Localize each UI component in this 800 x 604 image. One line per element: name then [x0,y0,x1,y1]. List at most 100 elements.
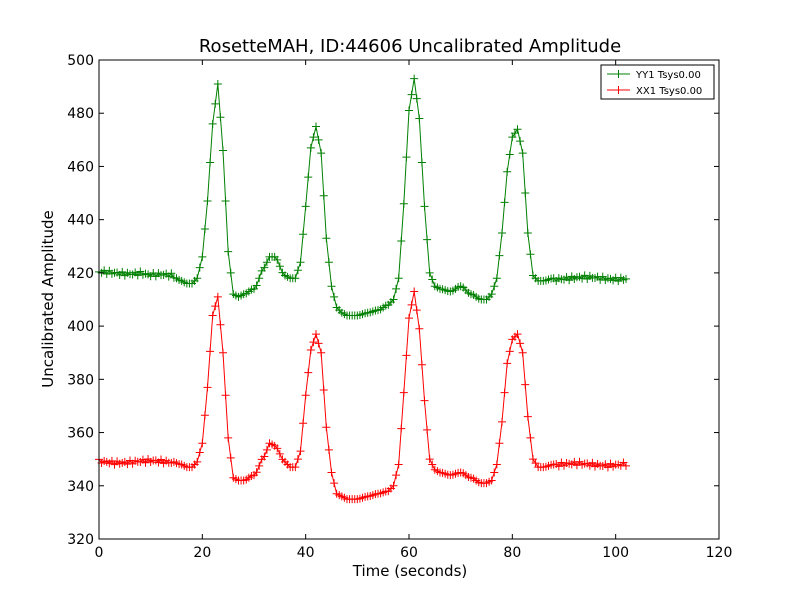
data-point-marker [397,236,406,245]
data-point-marker [407,90,416,99]
data-point-marker [523,412,532,421]
data-point-marker [420,396,429,405]
data-point-marker [216,113,225,122]
y-tick-label: 480 [67,106,94,122]
series-line-2 [98,291,627,500]
data-point-marker [397,424,406,433]
data-point-marker [219,146,227,155]
data-point-marker [275,262,284,271]
data-point-marker [521,189,530,198]
data-point-marker [224,247,233,256]
y-tick-label: 400 [67,319,94,335]
y-tick-label: 500 [67,53,94,69]
data-point-marker [296,258,305,267]
data-point-marker [203,383,212,392]
data-point-marker [500,198,509,207]
data-point-marker [399,388,408,397]
data-point-marker [291,274,300,283]
data-point-marker [293,455,302,464]
data-point-marker [423,425,432,434]
legend-marker-1 [614,70,623,78]
data-point-marker [255,461,264,470]
x-tick-label: 20 [193,545,211,561]
legend: YY1 Tsys0.00 XX1 Tsys0.00 [600,64,715,100]
tick-layer: 0 20 40 60 80 100 120 320 340 360 380 400 420 440 460 4… [67,53,732,561]
data-point-marker [213,292,222,301]
data-point-marker [208,119,217,128]
data-point-marker [301,391,310,400]
data-point-marker [312,122,320,131]
data-point-marker [405,106,413,115]
data-point-marker [330,292,339,301]
data-point-marker [252,281,261,290]
data-point-marker [389,295,398,304]
data-point-marker [273,444,282,453]
legend-marker-2 [614,86,623,94]
data-point-marker [291,463,300,472]
data-point-marker [306,143,315,152]
data-point-marker [299,230,308,239]
data-point-marker [200,224,209,233]
data-point-marker [526,250,535,259]
data-point-marker [498,228,506,237]
y-tick-label: 360 [67,426,94,442]
x-tick-label: 0 [95,545,104,561]
data-point-marker [224,433,233,442]
data-point-marker [389,481,398,490]
data-point-marker [221,197,230,206]
data-point-marker [490,282,499,291]
data-point-marker [521,380,530,389]
legend-box [600,64,715,100]
data-point-marker [193,457,202,466]
data-point-marker [392,284,401,293]
data-point-marker [412,94,421,103]
data-point-marker [516,339,525,348]
legend-label-1: YY1 Tsys0.00 [635,70,701,81]
data-point-marker [412,306,421,315]
data-point-marker [193,274,202,283]
data-point-marker [423,235,432,244]
data-point-marker [309,133,318,142]
data-point-marker [304,173,313,182]
data-point-marker [425,455,434,464]
data-point-marker [226,268,235,277]
y-tick-label: 380 [67,372,94,388]
data-point-marker [304,368,313,377]
data-point-marker [301,202,310,211]
y-tick-label: 440 [67,213,94,229]
data-point-marker [516,137,525,146]
y-tick-label: 340 [67,479,94,495]
data-point-marker [211,99,220,108]
data-point-marker [327,468,336,477]
data-point-marker [407,300,416,309]
data-point-marker [513,330,522,339]
data-point-marker [327,282,336,291]
data-point-marker [198,439,207,448]
x-tick-label: 80 [503,545,521,561]
y-axis-label: Uncalibrated Amplitude [39,210,57,387]
data-point-marker [314,135,323,144]
y-tick-label: 460 [67,159,94,175]
data-point-marker [425,268,434,277]
data-point-marker [417,158,426,167]
data-point-marker [203,197,212,206]
data-point-marker [309,338,318,347]
data-point-marker [213,79,222,88]
data-point-marker [492,460,501,469]
data-point-marker [167,269,176,278]
data-point-marker [394,460,403,469]
data-point-marker [312,330,320,339]
data-point-marker [394,274,403,283]
data-point-marker [399,199,408,208]
data-point-marker [324,258,333,267]
data-point-marker [487,290,496,299]
data-point-marker [219,348,227,357]
data-point-marker [198,252,207,261]
data-point-marker [420,202,429,211]
data-point-marker [255,274,264,283]
data-point-marker [296,447,305,456]
data-point-marker [319,191,328,200]
chart-title: RosetteMAH, ID:44606 Uncalibrated Amplit… [199,36,621,57]
data-point-marker [500,388,509,397]
